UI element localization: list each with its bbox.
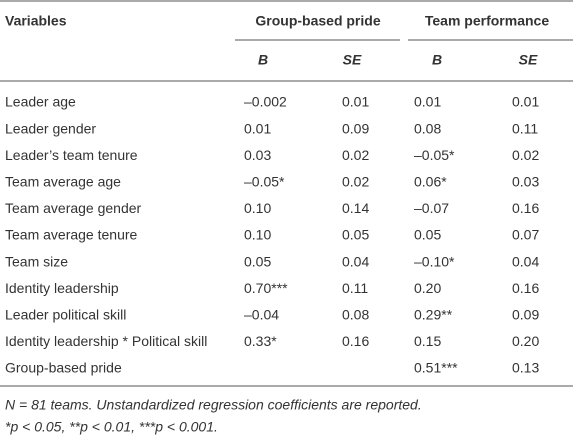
cell: –0.10*	[414, 253, 455, 269]
cell: 0.03	[512, 174, 539, 190]
cell: 0.01	[244, 120, 271, 136]
sub-header: SE	[519, 52, 538, 68]
cell: 0.02	[512, 147, 539, 163]
column-header: Variables	[5, 13, 67, 29]
cell: 0.05	[244, 253, 271, 269]
row-label: Leader political skill	[5, 307, 126, 323]
cell: 0.01	[512, 94, 539, 110]
note: *p < 0.05, **p < 0.01, ***p < 0.001.	[5, 419, 218, 435]
group-header: Group-based pride	[255, 13, 380, 29]
cell: 0.04	[342, 253, 369, 269]
cell: 0.70***	[244, 280, 288, 296]
cell: 0.29**	[414, 307, 453, 323]
cell: 0.13	[512, 360, 539, 376]
row-label: Leader age	[5, 94, 76, 110]
note: N = 81 teams. Unstandardized regression …	[5, 397, 422, 413]
cell: 0.03	[244, 147, 271, 163]
row-label: Leader gender	[5, 120, 96, 136]
cell: 0.09	[342, 120, 369, 136]
cell: –0.05*	[244, 174, 285, 190]
cell: 0.05	[342, 227, 369, 243]
cell: 0.20	[414, 280, 441, 296]
row-label: Team average gender	[5, 200, 142, 216]
cell: 0.02	[342, 147, 369, 163]
row-label: Identity leadership	[5, 280, 119, 296]
row-label: Team average tenure	[5, 227, 138, 243]
row-label: Team average age	[5, 174, 121, 190]
cell: 0.02	[342, 174, 369, 190]
row-label: Team size	[5, 253, 68, 269]
cell: 0.11	[342, 280, 368, 296]
cell: 0.10	[244, 200, 271, 216]
cell: 0.07	[512, 227, 539, 243]
cell: 0.06*	[414, 174, 447, 190]
cell: 0.20	[512, 333, 539, 349]
cell: 0.09	[512, 307, 539, 323]
row-label: Identity leadership * Political skill	[5, 333, 207, 349]
cell: 0.08	[414, 120, 441, 136]
row-label: Group-based pride	[5, 360, 122, 376]
sub-header: SE	[343, 52, 362, 68]
cell: 0.14	[342, 200, 369, 216]
sub-header: B	[258, 52, 268, 68]
cell: –0.002	[244, 94, 287, 110]
cell: 0.01	[342, 94, 369, 110]
cell: 0.11	[512, 120, 538, 136]
cell: 0.10	[244, 227, 271, 243]
cell: 0.01	[414, 94, 441, 110]
cell: 0.16	[512, 280, 539, 296]
cell: 0.05	[414, 227, 441, 243]
cell: 0.15	[414, 333, 441, 349]
cell: 0.33*	[244, 333, 277, 349]
cell: –0.04	[244, 307, 279, 323]
cell: 0.51***	[414, 360, 458, 376]
cell: 0.16	[342, 333, 369, 349]
cell: 0.08	[342, 307, 369, 323]
cell: –0.05*	[414, 147, 455, 163]
cell: 0.04	[512, 253, 539, 269]
sub-header: B	[432, 52, 442, 68]
cell: –0.07	[414, 200, 449, 216]
group-header: Team performance	[425, 13, 549, 29]
cell: 0.16	[512, 200, 539, 216]
row-label: Leader’s team tenure	[5, 147, 138, 163]
